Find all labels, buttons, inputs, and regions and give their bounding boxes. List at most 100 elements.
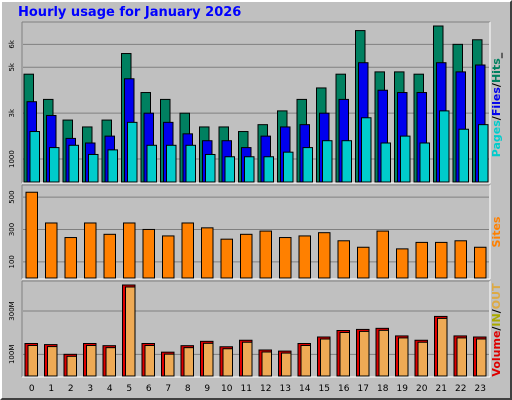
legend-item: _: [490, 52, 503, 58]
bar-out: [359, 330, 370, 377]
y-tick-label: 1000: [8, 150, 16, 168]
bar-pages: [29, 131, 40, 183]
y-tick-label: 500: [8, 190, 16, 203]
bar-pages: [400, 135, 411, 183]
legend-item: /: [490, 82, 503, 87]
bar-out: [47, 346, 58, 377]
bar-pages: [68, 144, 79, 183]
legend-item: /: [490, 326, 503, 331]
bar-sites: [474, 246, 487, 279]
bar-sites: [142, 228, 155, 279]
bar-out: [320, 338, 331, 377]
legend-text: Volume/IN/OUT: [490, 283, 503, 377]
x-tick-label: 23: [475, 384, 486, 394]
bar-pages: [146, 144, 157, 183]
legend-pages-files-hits: Pages/Files/Hits_: [490, 52, 503, 157]
bar-out: [378, 329, 389, 377]
bar-out: [86, 345, 97, 377]
x-tick-label: 18: [377, 384, 389, 394]
legend-item: Files: [490, 87, 503, 117]
bar-out: [164, 353, 175, 377]
x-tick-label: 20: [416, 384, 428, 394]
x-tick-label: 13: [280, 384, 291, 394]
bar-sites: [396, 248, 409, 279]
bar-pages: [224, 156, 235, 183]
legend-item: OUT: [490, 283, 503, 309]
bar-out: [144, 345, 155, 377]
panel-background: [22, 185, 490, 279]
bar-pages: [458, 128, 469, 183]
bar-sites: [454, 240, 467, 279]
x-tick-label: 10: [221, 384, 233, 394]
bar-pages: [244, 156, 255, 183]
legend-item: /: [490, 115, 503, 120]
bar-sites: [220, 238, 233, 279]
legend-volume-in-out: Volume/IN/OUT: [490, 283, 503, 377]
panel-background: [22, 22, 490, 183]
bar-pages: [361, 117, 372, 183]
bar-out: [398, 337, 409, 377]
bar-pages: [185, 144, 196, 183]
bar-sites: [181, 222, 194, 279]
x-tick-label: 5: [126, 384, 132, 394]
x-tick-label: 2: [68, 384, 74, 394]
bar-sites: [123, 222, 136, 279]
legend-sites: Sites: [490, 216, 503, 247]
x-tick-label: 12: [260, 384, 271, 394]
bar-out: [476, 338, 487, 377]
y-tick-label: 3k: [8, 108, 16, 117]
bar-out: [281, 352, 292, 377]
x-tick-label: 6: [146, 384, 152, 394]
y-tick-label: 300: [8, 223, 16, 236]
bar-pages: [166, 144, 177, 183]
legend-item: Pages: [490, 120, 503, 158]
bar-sites: [318, 232, 331, 279]
bar-out: [203, 342, 214, 377]
bar-sites: [25, 191, 38, 279]
bar-out: [183, 347, 194, 377]
legend-text: Pages/Files/Hits_: [490, 52, 503, 157]
x-tick-label: 1: [48, 384, 54, 394]
x-tick-label: 4: [107, 384, 113, 394]
bar-pages: [419, 142, 430, 183]
chart-title: Hourly usage for January 2026: [18, 5, 242, 20]
bar-sites: [415, 241, 428, 279]
y-tick-label: 5k: [8, 62, 16, 71]
x-tick-label: 11: [241, 384, 252, 394]
bar-pages: [107, 149, 118, 183]
bar-out: [27, 345, 38, 377]
bar-out: [417, 341, 428, 377]
bar-sites: [279, 237, 292, 279]
bar-pages: [322, 140, 333, 183]
x-tick-label: 15: [319, 384, 330, 394]
x-tick-label: 22: [455, 384, 466, 394]
bar-out: [125, 286, 136, 377]
bar-sites: [357, 246, 370, 279]
y-tick-label: 6k: [8, 39, 16, 48]
x-tick-label: 14: [299, 384, 311, 394]
panel-middle: 100 300 500: [8, 184, 491, 280]
x-tick-label: 21: [436, 384, 447, 394]
bar-out: [105, 347, 116, 377]
panel-top: 1000 3k 5k 6k: [8, 21, 491, 184]
bar-sites: [84, 222, 97, 279]
bar-pages: [302, 147, 313, 183]
panel-bottom: 100M 300M: [8, 280, 491, 378]
y-tick-label: 100M: [8, 345, 16, 364]
x-tick-label: 0: [29, 384, 35, 394]
legend-item: Hits: [490, 58, 503, 83]
bar-pages: [49, 147, 60, 183]
bar-sites: [435, 241, 448, 279]
bar-out: [300, 345, 311, 377]
bar-out: [339, 332, 350, 377]
panel-background: [22, 281, 490, 377]
bar-pages: [439, 110, 450, 183]
bar-out: [66, 355, 77, 377]
x-tick-label: 16: [338, 384, 350, 394]
bar-pages: [283, 151, 294, 183]
bar-sites: [376, 230, 389, 279]
bar-sites: [103, 233, 116, 279]
x-tick-label: 9: [204, 384, 210, 394]
bar-pages: [380, 142, 391, 183]
